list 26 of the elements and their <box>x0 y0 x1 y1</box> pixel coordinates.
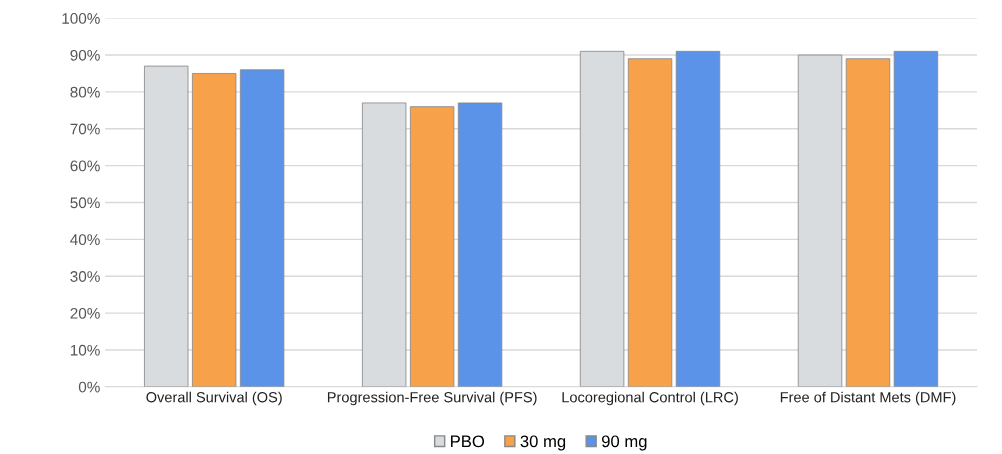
x-tick-label: Overall Survival (OS) <box>146 391 282 406</box>
y-tick-label: 40% <box>70 234 100 246</box>
y-tick-label: 10% <box>70 344 100 356</box>
y-tick-label: 100% <box>62 13 100 24</box>
legend-label: PBO <box>451 435 485 448</box>
bar <box>239 69 285 387</box>
bar <box>457 102 503 387</box>
y-tick-label: 20% <box>70 307 100 319</box>
bar <box>627 58 673 387</box>
y-tick-label: 80% <box>70 86 100 98</box>
y-tick-label: 0% <box>78 381 100 393</box>
y-tick-label: 50% <box>70 197 100 209</box>
bar <box>893 50 939 387</box>
y-tick-label: 90% <box>70 49 100 61</box>
y-tick-label: 30% <box>70 271 100 282</box>
x-tick-label: Locoregional Control (LRC) <box>562 391 738 406</box>
y-tick-label: 70% <box>70 123 100 135</box>
bar <box>675 50 721 387</box>
y-tick-label: 60% <box>70 160 100 172</box>
x-tick-label: Progression-Free Survival (PFS) <box>327 391 537 406</box>
legend-label: 30 mg <box>520 435 566 451</box>
bar <box>845 58 891 387</box>
bar <box>191 73 237 387</box>
bar <box>409 106 455 387</box>
x-tick-label: Free of Distant Mets (DMF) <box>780 391 956 406</box>
legend-label: 90 mg <box>601 435 647 451</box>
